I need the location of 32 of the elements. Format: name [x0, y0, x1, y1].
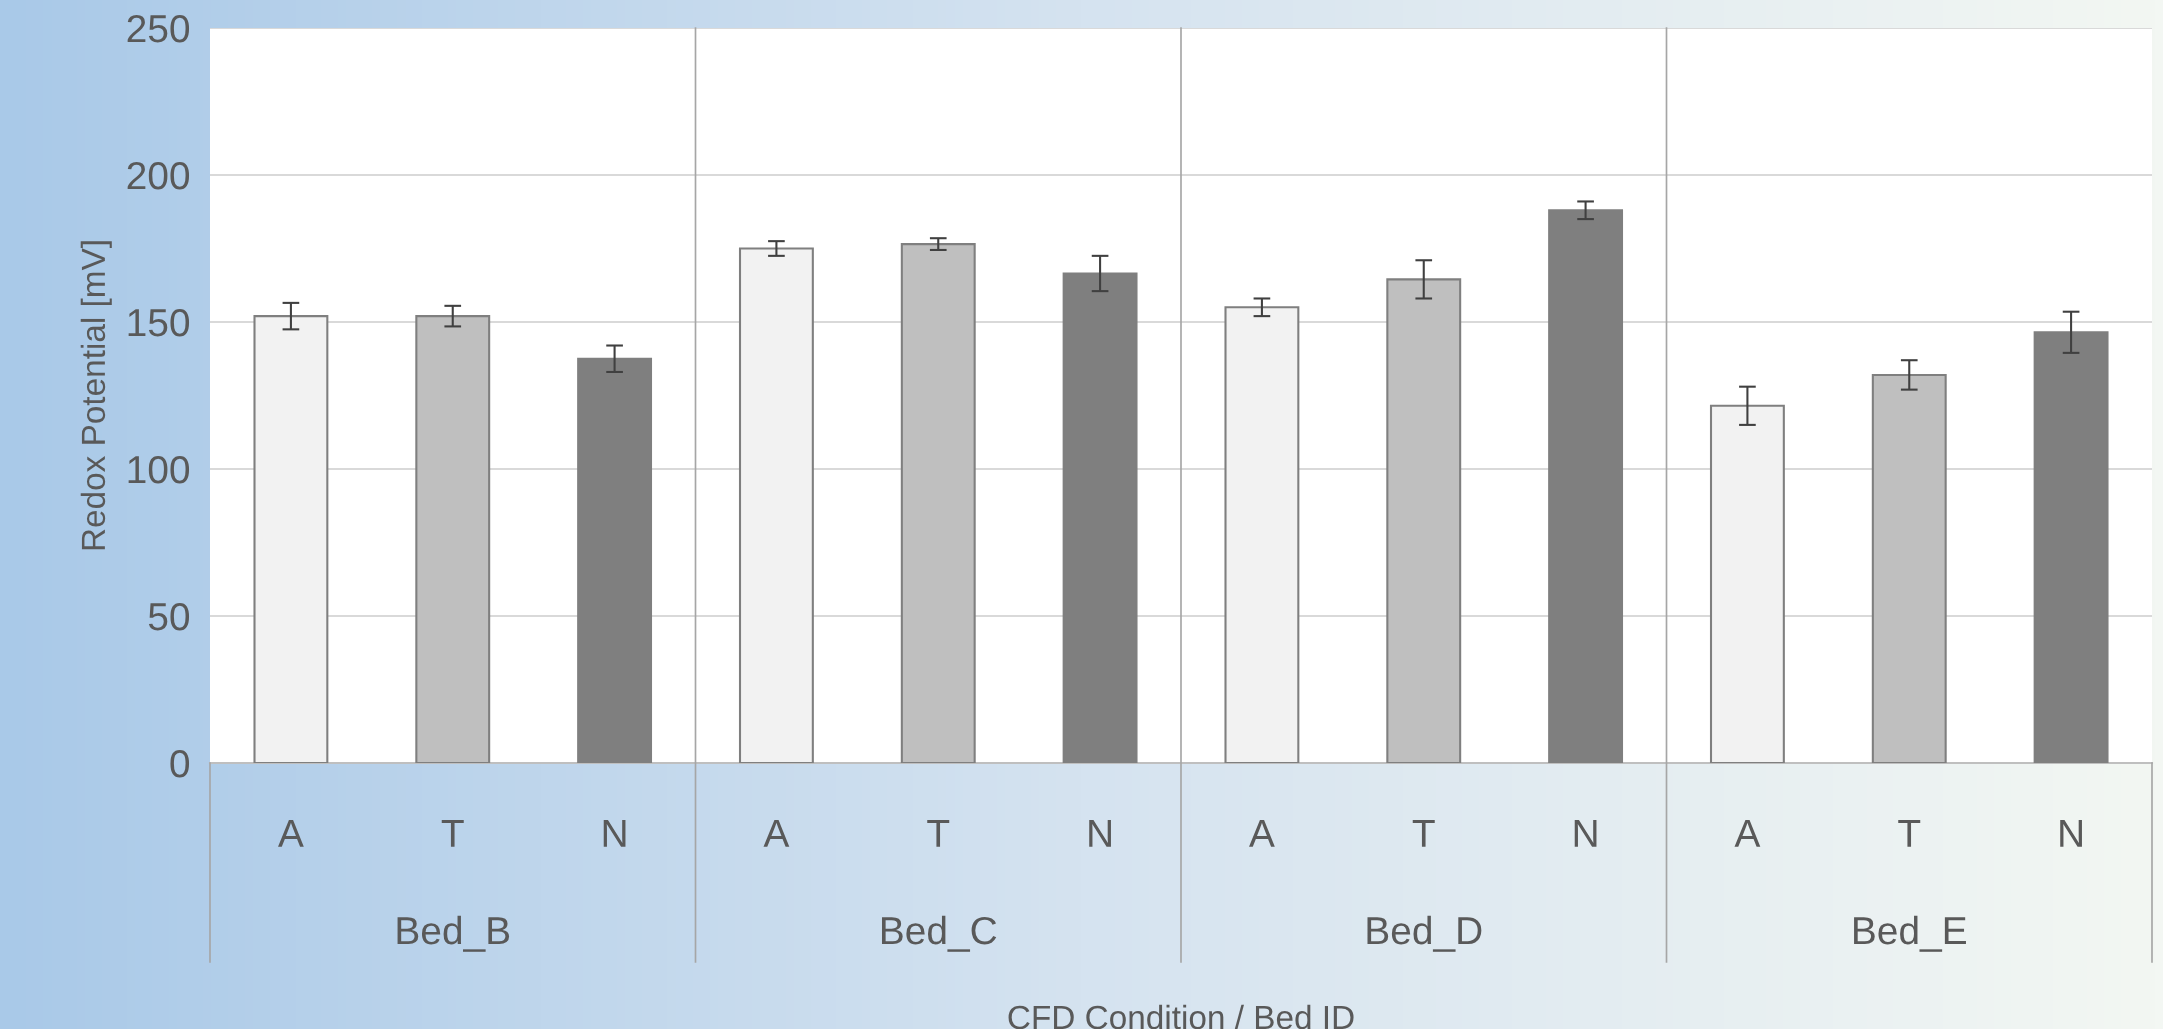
y-tick-label: 200	[127, 161, 190, 190]
x-tick-label: N	[1089, 819, 1111, 847]
y-tick-label: 150	[128, 308, 190, 337]
bar	[1062, 272, 1138, 763]
y-tick-label: 100	[128, 455, 190, 484]
bar	[2033, 331, 2109, 763]
x-tick-label: A	[1249, 819, 1275, 847]
bar	[577, 357, 653, 763]
y-tick-label: 50	[148, 602, 190, 631]
x-axis-title: CFD Condition / Bed ID	[1008, 1004, 1354, 1029]
text: Bed_E	[1854, 915, 1966, 952]
x-tick-label: T	[927, 819, 950, 847]
text: Bed_C	[881, 915, 997, 952]
text: Bed_D	[1367, 915, 1482, 952]
x-tick-label: T	[1412, 819, 1435, 847]
x-tick-label: N	[603, 819, 626, 847]
bar	[1548, 209, 1624, 763]
y-tick-label: 0	[170, 749, 190, 778]
bar	[1709, 404, 1785, 763]
x-tick-label: T	[441, 819, 464, 847]
x-tick-label: A	[278, 819, 304, 847]
x-tick-label: N	[1574, 819, 1597, 847]
bar	[253, 315, 329, 763]
x-tick-label: N	[2060, 819, 2082, 847]
x-tick-label: T	[1898, 819, 1921, 847]
bar	[738, 247, 814, 763]
x-tick-label: A	[1734, 819, 1761, 847]
y-axis-title: Redox Potential [mV]	[80, 241, 112, 550]
y-tick-label: 250	[127, 14, 190, 43]
bar	[1224, 306, 1300, 763]
text: Bed_B	[397, 915, 510, 952]
x-tick-label: A	[763, 819, 790, 847]
